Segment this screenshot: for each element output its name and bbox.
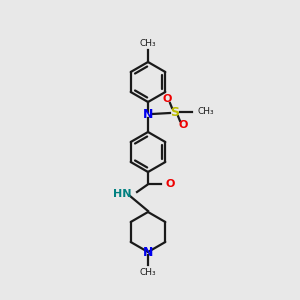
Text: S: S <box>170 106 179 118</box>
Text: N: N <box>143 245 153 259</box>
Text: HN: HN <box>112 189 131 199</box>
Text: CH₃: CH₃ <box>140 268 156 277</box>
Text: CH₃: CH₃ <box>197 107 214 116</box>
Text: O: O <box>178 120 188 130</box>
Text: O: O <box>162 94 172 104</box>
Text: N: N <box>143 109 153 122</box>
Text: O: O <box>166 179 175 189</box>
Text: CH₃: CH₃ <box>140 39 156 48</box>
